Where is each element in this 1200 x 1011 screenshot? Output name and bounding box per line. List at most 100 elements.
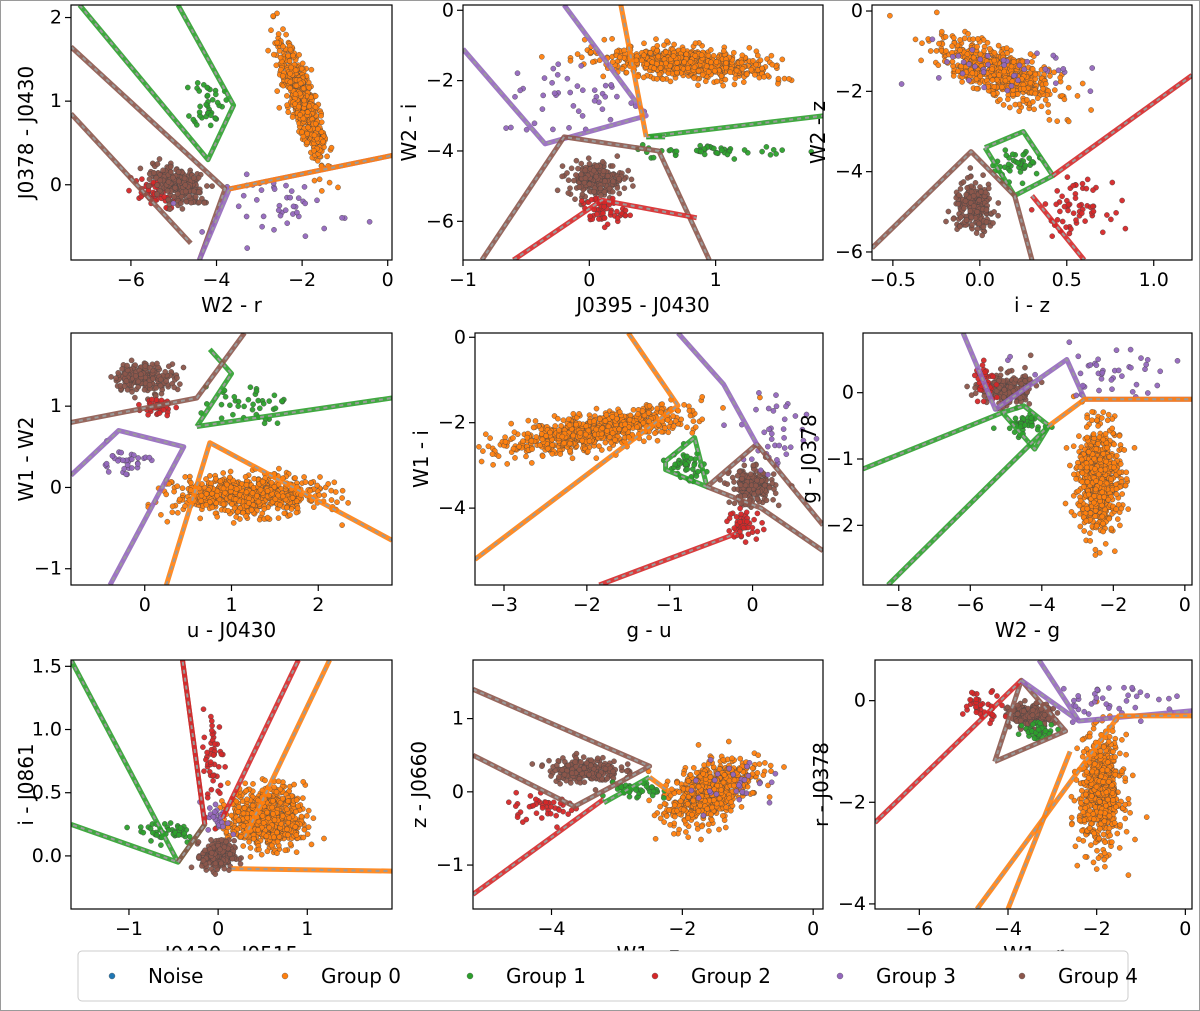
data-point-group0: [609, 413, 616, 420]
data-point-group4: [124, 386, 131, 393]
data-point-group0: [271, 484, 278, 490]
data-point-group0: [692, 40, 699, 47]
data-point-group4: [182, 182, 189, 188]
data-point-group0: [174, 509, 181, 516]
data-point-group1: [724, 151, 731, 158]
data-point-group3: [282, 207, 289, 213]
data-point-group0: [708, 47, 714, 53]
data-point-group0: [657, 65, 664, 71]
data-point-group0: [671, 41, 677, 48]
data-point-group3: [550, 126, 556, 133]
data-point-group0: [545, 445, 551, 452]
data-point-group0: [633, 57, 640, 64]
data-point-group0: [328, 487, 335, 494]
data-point-group0: [220, 485, 227, 492]
data-point-group0: [158, 512, 164, 518]
data-point-group4: [967, 173, 974, 180]
data-point-group0: [276, 48, 283, 54]
data-point-group0: [274, 39, 281, 46]
data-point-group0: [699, 416, 706, 423]
data-point-group0: [658, 409, 664, 416]
boundary-core-group4: [71, 113, 192, 244]
data-point-group2: [1090, 203, 1096, 210]
data-point-group4: [124, 367, 131, 374]
data-point-group0: [561, 440, 567, 446]
data-point-group0: [179, 485, 186, 492]
data-point-group2: [1084, 176, 1091, 183]
data-point-group0: [721, 48, 727, 54]
data-point-group3: [972, 63, 978, 70]
data-point-group3: [985, 53, 991, 59]
data-point-group3: [1008, 83, 1015, 89]
decision-boundaries: [463, 5, 823, 260]
data-point-group0: [559, 433, 566, 440]
y-tick-label: 0: [442, 0, 454, 21]
data-point-group3: [517, 87, 524, 94]
data-point-group0: [549, 442, 556, 448]
data-point-group1: [196, 88, 202, 94]
data-point-group0: [622, 421, 628, 428]
data-point-group3: [199, 229, 205, 235]
data-point-group0: [510, 445, 517, 452]
data-point-group0: [593, 426, 600, 433]
data-point-group0: [622, 426, 629, 433]
data-point-group0: [284, 102, 290, 108]
data-point-group4: [950, 216, 957, 222]
data-point-group3: [539, 106, 546, 112]
data-point-group1: [1003, 152, 1010, 159]
data-point-group0: [665, 429, 672, 436]
data-point-group0: [565, 416, 572, 423]
data-point-group4: [559, 163, 566, 169]
data-point-group2: [588, 196, 595, 203]
data-point-group2: [601, 224, 608, 231]
data-point-group0: [318, 129, 325, 135]
data-point-group3: [302, 200, 309, 207]
data-point-group0: [942, 34, 949, 40]
data-point-group3: [599, 106, 606, 112]
data-point-group3: [287, 194, 294, 201]
data-point-group4: [150, 375, 156, 382]
data-point-group0: [714, 78, 720, 85]
data-point-group0: [171, 488, 177, 495]
data-point-group0: [663, 60, 669, 67]
data-point-group0: [705, 52, 712, 59]
data-point-group0: [320, 138, 326, 145]
data-point-group0: [326, 179, 333, 186]
data-point-group0: [599, 425, 606, 432]
boundary-core-group2: [512, 199, 697, 260]
data-point-group0: [991, 49, 998, 56]
data-point-group2: [145, 411, 151, 418]
data-point-group0: [1032, 71, 1039, 78]
data-point-group1: [218, 401, 225, 408]
data-point-group0: [746, 45, 753, 51]
data-point-group1: [1033, 170, 1040, 177]
data-point-group0: [950, 73, 957, 79]
data-point-group4: [171, 384, 177, 391]
data-point-group1: [695, 468, 701, 475]
data-point-group0: [539, 54, 545, 60]
data-point-group1: [235, 398, 242, 405]
data-point-group0: [775, 80, 781, 87]
data-point-group1: [1015, 159, 1021, 166]
data-point-group3: [128, 456, 135, 463]
data-point-group0: [601, 36, 608, 43]
data-point-group0: [1001, 68, 1008, 75]
data-point-group3: [966, 77, 972, 84]
data-point-group1: [260, 400, 267, 407]
data-point-group3: [103, 460, 110, 467]
data-point-group0: [256, 516, 263, 523]
data-point-group2: [1070, 182, 1076, 189]
data-point-group0: [996, 72, 1002, 78]
data-point-group3: [271, 226, 277, 233]
data-point-group0: [741, 79, 747, 85]
data-point-group3: [284, 220, 291, 226]
data-point-group1: [668, 147, 674, 153]
data-point-group4: [945, 208, 952, 215]
data-point-group0: [582, 431, 589, 438]
data-point-group0: [281, 510, 288, 517]
decision-boundaries: [872, 73, 1192, 260]
data-point-group4: [974, 208, 980, 215]
data-point-group1: [266, 398, 273, 404]
data-point-group0: [169, 509, 176, 516]
data-point-group0: [198, 492, 205, 499]
